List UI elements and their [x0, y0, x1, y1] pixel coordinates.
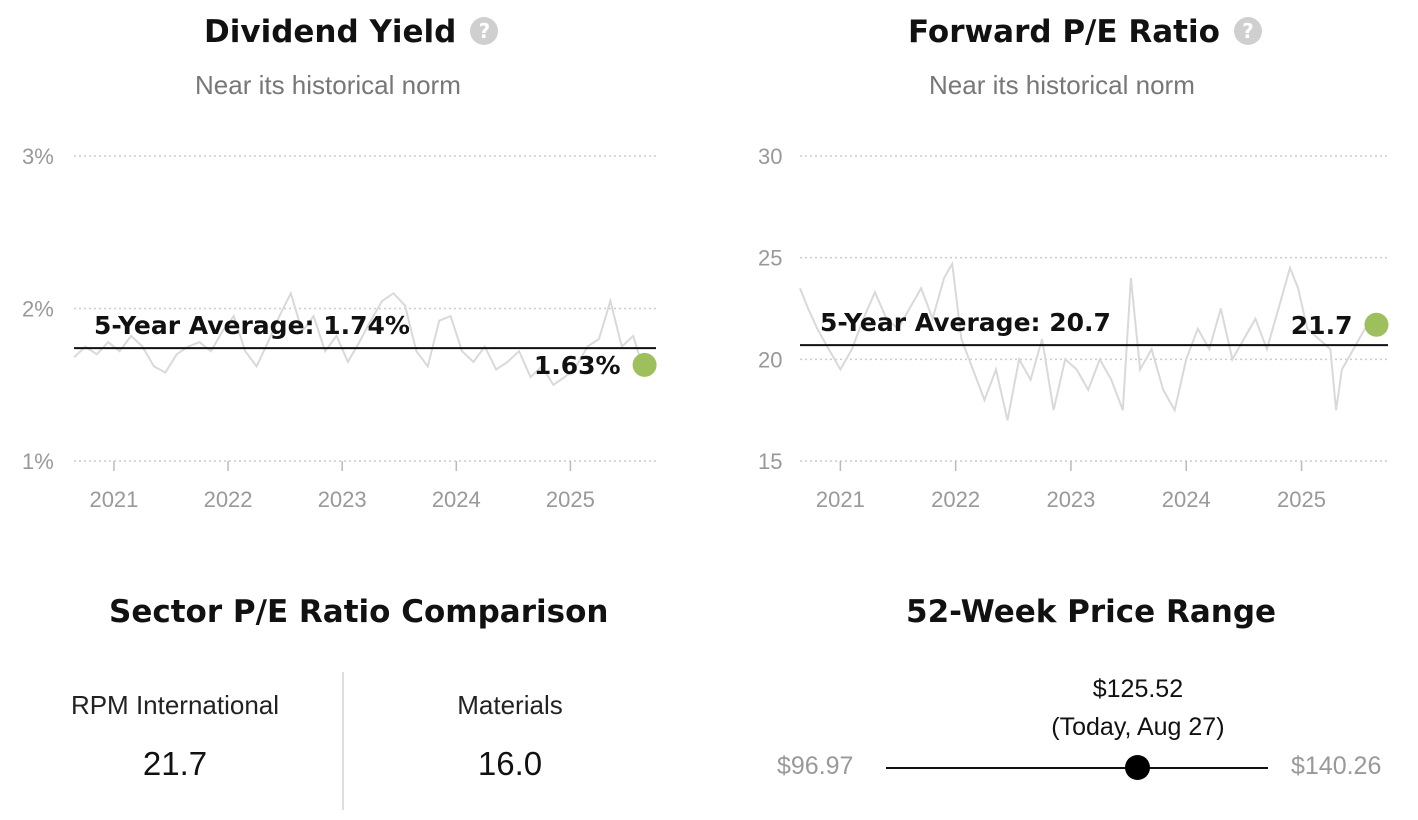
sector-item-sector: Materials 16.0: [365, 690, 655, 783]
x-tick-label: 2024: [1162, 487, 1211, 512]
average-label: 5-Year Average: 1.74%: [94, 311, 410, 340]
range-current-price: $125.52: [1092, 675, 1184, 703]
sector-divider: [342, 672, 344, 810]
sector-item-name: Materials: [457, 690, 563, 720]
sector-item-value: 21.7: [142, 745, 208, 782]
current-value-dot: [632, 352, 657, 377]
y-tick-label: 30: [758, 144, 782, 169]
range-high-label: $140.26: [1291, 752, 1382, 780]
current-value-label: 21.7: [1291, 311, 1353, 340]
current-value-label: 1.63%: [534, 351, 621, 380]
sector-title: Sector P/E Ratio Comparison: [109, 594, 609, 630]
pe-title-wrap: Forward P/E Ratio?: [908, 14, 1262, 50]
x-tick-label: 2025: [546, 487, 595, 512]
x-tick-label: 2022: [204, 487, 253, 512]
x-tick-label: 2023: [318, 487, 367, 512]
pe-title: Forward P/E Ratio: [908, 14, 1220, 50]
current-value-dot: [1364, 312, 1389, 337]
series-line: [799, 260, 1374, 421]
x-tick-label: 2024: [432, 487, 481, 512]
y-tick-label: 3%: [22, 144, 54, 169]
range-track: [886, 767, 1268, 769]
range-current-note: (Today, Aug 27): [1051, 713, 1225, 741]
forward-pe-chart: 30 25 20 15 2021 2022 2023 2024 2025 5-Year Avera…: [758, 144, 1389, 512]
y-tick-label: 20: [758, 347, 782, 372]
x-tick-label: 2021: [89, 487, 138, 512]
dividend-subtitle: Near its historical norm: [195, 70, 461, 100]
y-tick-label: 2%: [22, 297, 54, 322]
x-tick-label: 2022: [931, 487, 980, 512]
question-circle-icon[interactable]: ?: [1233, 17, 1262, 45]
dividend-yield-chart: 3% 2% 1% 2021 2022 2023 2024 2025 5-Year Average…: [22, 144, 657, 512]
range-marker: [1125, 755, 1151, 780]
pe-subtitle: Near its historical norm: [929, 70, 1195, 100]
dividend-title: Dividend Yield: [204, 14, 457, 50]
range-low-label: $96.97: [777, 752, 854, 780]
dividend-title-wrap: Dividend Yield?: [204, 14, 499, 50]
range-title: 52-Week Price Range: [906, 594, 1277, 630]
y-tick-label: 25: [758, 246, 782, 271]
x-tick-label: 2023: [1046, 487, 1095, 512]
sector-item-value: 16.0: [477, 745, 543, 782]
sector-item-name: RPM International: [70, 690, 280, 720]
average-label: 5-Year Average: 20.7: [820, 308, 1111, 337]
y-tick-label: 15: [758, 449, 782, 474]
y-tick-label: 1%: [22, 449, 54, 474]
question-circle-icon[interactable]: ?: [470, 17, 499, 45]
series-line: [73, 290, 643, 387]
sector-item-company: RPM International 21.7: [30, 690, 320, 783]
range-current-label: $125.52 (Today, Aug 27): [988, 670, 1288, 746]
x-tick-label: 2021: [816, 487, 865, 512]
x-tick-label: 2025: [1277, 487, 1326, 512]
